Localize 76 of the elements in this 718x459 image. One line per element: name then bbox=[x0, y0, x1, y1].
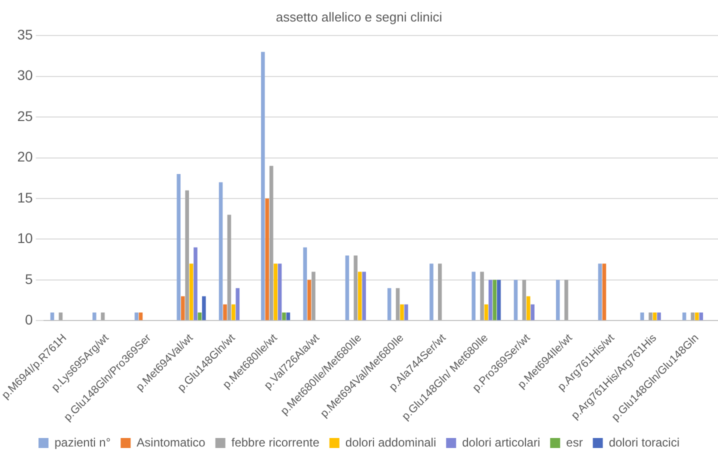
bar bbox=[100, 312, 105, 320]
bar bbox=[269, 166, 274, 320]
legend-label: dolori toracici bbox=[608, 435, 680, 450]
bar bbox=[648, 312, 652, 320]
bar bbox=[223, 304, 227, 320]
bar bbox=[699, 312, 704, 320]
bar bbox=[180, 296, 185, 320]
bar bbox=[396, 288, 400, 320]
bar bbox=[261, 52, 265, 320]
bar bbox=[682, 312, 686, 320]
bar bbox=[438, 264, 442, 320]
chart-title: assetto allelico e segni clinici bbox=[276, 9, 442, 24]
bar bbox=[218, 182, 223, 320]
bar bbox=[282, 312, 286, 320]
bar bbox=[522, 280, 526, 320]
bar bbox=[484, 304, 488, 320]
bar bbox=[303, 247, 307, 320]
bar bbox=[134, 312, 138, 320]
bar bbox=[690, 312, 695, 320]
bar bbox=[564, 280, 568, 320]
bar bbox=[514, 280, 518, 320]
legend-label: pazienti n° bbox=[54, 435, 111, 450]
legend-label: febbre ricorrente bbox=[231, 435, 320, 450]
bar bbox=[92, 312, 96, 320]
bar bbox=[185, 190, 189, 320]
bar bbox=[227, 214, 232, 320]
bar bbox=[640, 312, 644, 320]
bar bbox=[492, 280, 497, 320]
y-tick-label: 5 bbox=[25, 270, 34, 287]
bar bbox=[50, 312, 54, 320]
y-tick-label: 25 bbox=[17, 108, 34, 124]
legend-label: dolori articolari bbox=[462, 435, 540, 450]
y-tick-label: 30 bbox=[17, 67, 34, 84]
bar bbox=[496, 280, 501, 320]
bar bbox=[278, 264, 282, 320]
bar bbox=[556, 280, 560, 320]
legend-label: dolori addominali bbox=[345, 435, 436, 450]
legend-label: Asintomatico bbox=[136, 435, 206, 450]
bar bbox=[236, 288, 240, 320]
bar bbox=[58, 312, 63, 320]
legend-label: esr bbox=[566, 435, 583, 450]
bar bbox=[189, 264, 194, 320]
bar bbox=[530, 304, 534, 320]
bar bbox=[202, 296, 206, 320]
bar bbox=[602, 264, 606, 320]
bar bbox=[354, 255, 358, 320]
y-tick-label: 15 bbox=[17, 189, 34, 206]
bar bbox=[472, 272, 476, 320]
bar bbox=[265, 198, 270, 320]
bar bbox=[404, 304, 408, 320]
bar bbox=[652, 312, 657, 320]
bar bbox=[274, 264, 278, 320]
bar bbox=[312, 272, 316, 320]
bar bbox=[138, 312, 143, 320]
bar bbox=[430, 264, 434, 320]
bar bbox=[488, 280, 492, 320]
bar bbox=[526, 296, 530, 320]
y-tick-label: 35 bbox=[17, 26, 34, 42]
bar bbox=[358, 272, 362, 320]
bar bbox=[657, 312, 661, 320]
bar bbox=[598, 264, 602, 320]
bar bbox=[387, 288, 392, 320]
bar bbox=[362, 272, 366, 320]
bar bbox=[232, 304, 236, 320]
bar bbox=[286, 312, 290, 320]
bar bbox=[480, 272, 484, 320]
bar bbox=[176, 174, 181, 320]
bar bbox=[198, 312, 202, 320]
y-tick-label: 20 bbox=[17, 148, 34, 165]
bar bbox=[345, 255, 350, 320]
y-tick-label: 0 bbox=[25, 312, 34, 328]
bar bbox=[400, 304, 404, 320]
bar bbox=[307, 280, 312, 320]
bar bbox=[194, 247, 198, 320]
y-tick-label: 10 bbox=[17, 230, 34, 246]
bar bbox=[695, 312, 699, 320]
